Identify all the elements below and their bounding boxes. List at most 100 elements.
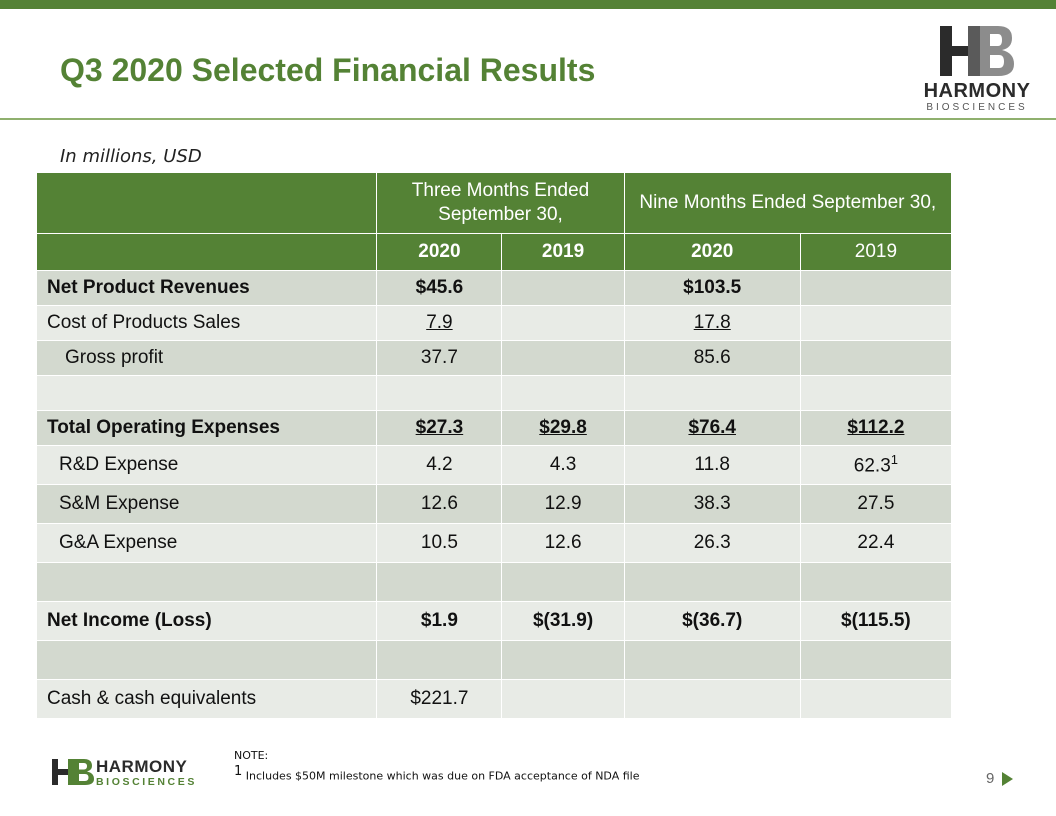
- table-row: Net Product Revenues $45.6 $103.5: [35, 270, 953, 306]
- top-accent-bar: [0, 0, 1056, 9]
- units-caption: In millions, USD: [60, 146, 202, 167]
- row-value: 27.5: [799, 484, 953, 524]
- row-value: 85.6: [623, 340, 801, 376]
- table-row: Total Operating Expenses $27.3 $29.8 $76…: [35, 410, 953, 446]
- row-value: [799, 340, 953, 376]
- footnote-ref: 1: [890, 452, 898, 468]
- row-value: [501, 305, 625, 341]
- row-value: [376, 375, 503, 411]
- row-value: $76.4: [623, 410, 801, 446]
- row-value: [799, 679, 953, 719]
- row-label: R&D Expense: [35, 445, 378, 485]
- note-heading: NOTE:: [234, 749, 269, 762]
- row-value: [501, 562, 625, 602]
- row-value: $27.3: [376, 410, 503, 446]
- table-year-header-row: 2020 2019 2020 2019: [35, 233, 953, 271]
- row-label: Cash & cash equivalents: [35, 679, 378, 719]
- row-value: 12.6: [376, 484, 503, 524]
- row-value: $(31.9): [501, 601, 625, 641]
- row-value: 11.8: [623, 445, 801, 485]
- page-title: Q3 2020 Selected Financial Results: [60, 52, 596, 88]
- logo-name: HARMONY: [96, 757, 188, 776]
- harmony-logo: HARMONY BIOSCIENCES: [922, 24, 1032, 114]
- row-value: 17.8: [623, 305, 801, 341]
- note-text: 1 Includes $50M milestone which was due …: [234, 764, 639, 785]
- table-row: Net Income (Loss) $1.9 $(31.9) $(36.7) $…: [35, 601, 953, 641]
- row-value: 4.2: [376, 445, 503, 485]
- logo-subtitle: BIOSCIENCES: [96, 776, 197, 788]
- harmony-logo-footer: HARMONY BIOSCIENCES: [52, 757, 212, 789]
- hb-monogram-icon: [940, 26, 1014, 76]
- table-row: G&A Expense 10.5 12.6 26.3 22.4: [35, 523, 953, 563]
- value-text: $29.8: [539, 417, 587, 438]
- row-label: Net Income (Loss): [35, 601, 378, 641]
- value-text: 17.8: [693, 312, 731, 333]
- footnote-text: Includes $50M milestone which was due on…: [242, 769, 640, 783]
- financial-results-table: Three Months Ended September 30, Nine Mo…: [35, 172, 953, 719]
- row-label: Net Product Revenues: [35, 270, 378, 306]
- value-text: $27.3: [415, 417, 464, 438]
- value-text: $76.4: [688, 417, 736, 438]
- table-row: Cost of Products Sales 7.9 17.8: [35, 305, 953, 341]
- row-value: $1.9: [376, 601, 503, 641]
- row-value: $45.6: [376, 270, 503, 306]
- row-value: 10.5: [376, 523, 503, 563]
- row-value: 12.6: [501, 523, 625, 563]
- logo-name: HARMONY: [923, 80, 1031, 102]
- value-text: 7.9: [426, 312, 453, 333]
- row-value: $(36.7): [623, 601, 801, 641]
- page-number: 9: [986, 770, 995, 787]
- row-label: [35, 562, 378, 602]
- row-value: [799, 305, 953, 341]
- next-slide-arrow-icon[interactable]: [1002, 772, 1013, 786]
- row-value: [501, 640, 625, 680]
- row-value: $112.2: [799, 410, 953, 446]
- table-row-spacer: [35, 640, 953, 680]
- row-value: [376, 562, 503, 602]
- table-row-spacer: [35, 562, 953, 602]
- hb-monogram-icon: [52, 759, 94, 785]
- row-value: 4.3: [501, 445, 625, 485]
- footnote-marker: 1: [234, 764, 243, 779]
- row-value: 26.3: [623, 523, 801, 563]
- table-row-spacer: [35, 375, 953, 411]
- row-value: [501, 375, 625, 411]
- logo-subtitle: BIOSCIENCES: [926, 102, 1028, 113]
- row-value: 62.31: [799, 445, 953, 485]
- row-value: [799, 562, 953, 602]
- table-row: S&M Expense 12.6 12.9 38.3 27.5: [35, 484, 953, 524]
- row-value: $221.7: [376, 679, 503, 719]
- table-group-header-row: Three Months Ended September 30, Nine Mo…: [35, 172, 953, 234]
- row-value: $(115.5): [799, 601, 953, 641]
- row-label: S&M Expense: [35, 484, 378, 524]
- header-blank-cell: [35, 233, 378, 271]
- row-value: 37.7: [376, 340, 503, 376]
- row-value: $29.8: [501, 410, 625, 446]
- row-value: [799, 375, 953, 411]
- row-label: [35, 640, 378, 680]
- header-year: 2020: [623, 233, 801, 271]
- row-label: [35, 375, 378, 411]
- footnote: NOTE: 1 Includes $50M milestone which wa…: [234, 748, 639, 785]
- row-value: [623, 640, 801, 680]
- row-value: [799, 270, 953, 306]
- row-value: [501, 340, 625, 376]
- table-row: Gross profit 37.7 85.6: [35, 340, 953, 376]
- row-value: [501, 679, 625, 719]
- row-label: Cost of Products Sales: [35, 305, 378, 341]
- header-year: 2019: [799, 233, 953, 271]
- table-row: Cash & cash equivalents $221.7: [35, 679, 953, 719]
- row-value: [376, 640, 503, 680]
- row-label: Gross profit: [35, 340, 378, 376]
- row-value: 38.3: [623, 484, 801, 524]
- row-value: 22.4: [799, 523, 953, 563]
- header-three-months: Three Months Ended September 30,: [376, 172, 625, 234]
- row-value: [799, 640, 953, 680]
- header-divider: [0, 118, 1056, 120]
- row-value: [623, 375, 801, 411]
- row-value: [623, 562, 801, 602]
- value-text: 62.3: [853, 455, 891, 477]
- header-year: 2019: [501, 233, 625, 271]
- row-label: G&A Expense: [35, 523, 378, 563]
- row-label: Total Operating Expenses: [35, 410, 378, 446]
